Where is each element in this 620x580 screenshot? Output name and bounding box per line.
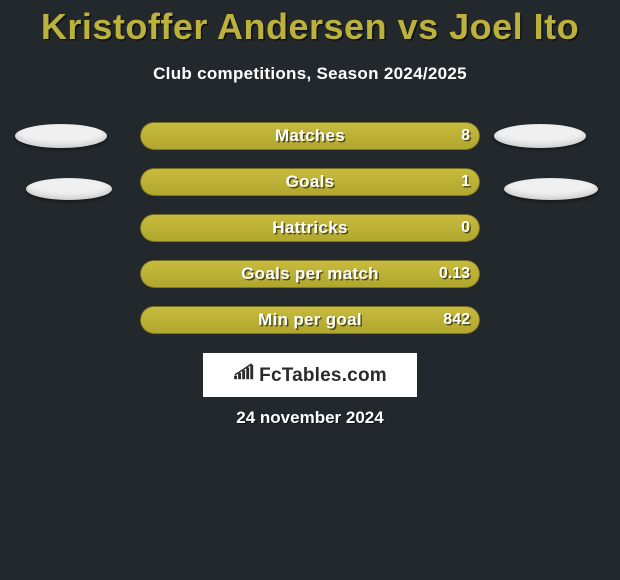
bar-track [140, 168, 480, 196]
brand-text: FcTables.com [259, 365, 387, 387]
stat-row: Min per goal842 [0, 306, 620, 352]
bar-fill [140, 260, 480, 288]
side-ellipse [494, 124, 586, 148]
bar-track [140, 122, 480, 150]
stat-row: Hattricks0 [0, 214, 620, 260]
footer-date: 24 november 2024 [0, 408, 620, 428]
bar-fill [140, 168, 480, 196]
brand-box: FcTables.com [203, 353, 417, 397]
bar-chart-icon [233, 363, 255, 381]
vs-word: vs [398, 6, 439, 47]
bar-fill [140, 214, 480, 242]
brand: FcTables.com [233, 363, 387, 387]
page-title: Kristoffer Andersen vs Joel Ito [0, 0, 620, 48]
player1-name: Kristoffer Andersen [41, 6, 387, 47]
bar-fill [140, 122, 480, 150]
player2-name: Joel Ito [449, 6, 579, 47]
side-ellipse [15, 124, 107, 148]
bar-track [140, 306, 480, 334]
stat-rows: Matches8Goals1Hattricks0Goals per match0… [0, 122, 620, 352]
side-ellipse [504, 178, 598, 200]
stat-row: Goals per match0.13 [0, 260, 620, 306]
bar-track [140, 214, 480, 242]
bar-fill [140, 306, 480, 334]
side-ellipse [26, 178, 112, 200]
bar-track [140, 260, 480, 288]
subtitle: Club competitions, Season 2024/2025 [0, 64, 620, 84]
